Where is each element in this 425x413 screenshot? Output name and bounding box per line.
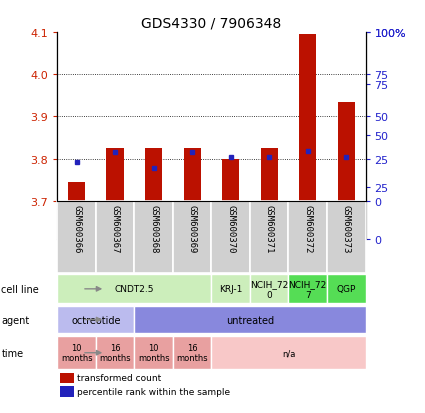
Bar (134, 306, 366, 334)
Bar (173, 336, 211, 370)
Bar (211, 336, 366, 370)
Text: time: time (1, 348, 23, 358)
Title: GDS4330 / 7906348: GDS4330 / 7906348 (141, 17, 281, 31)
Text: CNDT2.5: CNDT2.5 (115, 285, 154, 294)
Bar (222, 159, 239, 202)
Bar (96, 336, 134, 370)
Text: transformed count: transformed count (77, 374, 162, 382)
Text: NCIH_72
0: NCIH_72 0 (250, 280, 288, 299)
Text: QGP: QGP (337, 285, 356, 294)
Text: untreated: untreated (226, 315, 274, 325)
Bar (327, 275, 366, 304)
Bar (57, 275, 211, 304)
Bar (57, 202, 96, 273)
Text: 10
months: 10 months (138, 343, 170, 363)
Text: GSM600366: GSM600366 (72, 205, 81, 253)
Bar (289, 202, 327, 273)
Text: n/a: n/a (282, 349, 295, 357)
Bar (261, 149, 278, 202)
Text: GSM600367: GSM600367 (110, 205, 120, 253)
Text: percentile rank within the sample: percentile rank within the sample (77, 387, 230, 396)
Bar (134, 202, 173, 273)
Text: GSM600373: GSM600373 (342, 205, 351, 253)
Bar (57, 306, 134, 334)
Bar (68, 183, 85, 202)
Bar (173, 202, 211, 273)
Bar (184, 149, 201, 202)
Bar (60, 387, 74, 397)
Bar (134, 336, 173, 370)
Bar (145, 149, 162, 202)
Bar (57, 336, 96, 370)
Text: cell line: cell line (1, 284, 39, 294)
Bar (250, 275, 289, 304)
Text: 16
months: 16 months (99, 343, 131, 363)
Bar (211, 202, 250, 273)
Text: GSM600368: GSM600368 (149, 205, 158, 253)
Text: GSM600369: GSM600369 (188, 205, 197, 253)
Bar (337, 102, 355, 202)
Text: agent: agent (1, 315, 29, 325)
Text: GSM600371: GSM600371 (265, 205, 274, 253)
Bar (107, 149, 124, 202)
Bar (250, 202, 289, 273)
Bar (211, 275, 250, 304)
Bar (299, 35, 316, 202)
Text: GSM600372: GSM600372 (303, 205, 312, 253)
Text: octreotide: octreotide (71, 315, 121, 325)
Text: 16
months: 16 months (176, 343, 208, 363)
Text: GSM600370: GSM600370 (226, 205, 235, 253)
Text: NCIH_72
7: NCIH_72 7 (289, 280, 327, 299)
Bar (60, 373, 74, 383)
Text: KRJ-1: KRJ-1 (219, 285, 242, 294)
Bar (96, 202, 134, 273)
Bar (327, 202, 366, 273)
Text: 10
months: 10 months (61, 343, 93, 363)
Bar (289, 275, 327, 304)
